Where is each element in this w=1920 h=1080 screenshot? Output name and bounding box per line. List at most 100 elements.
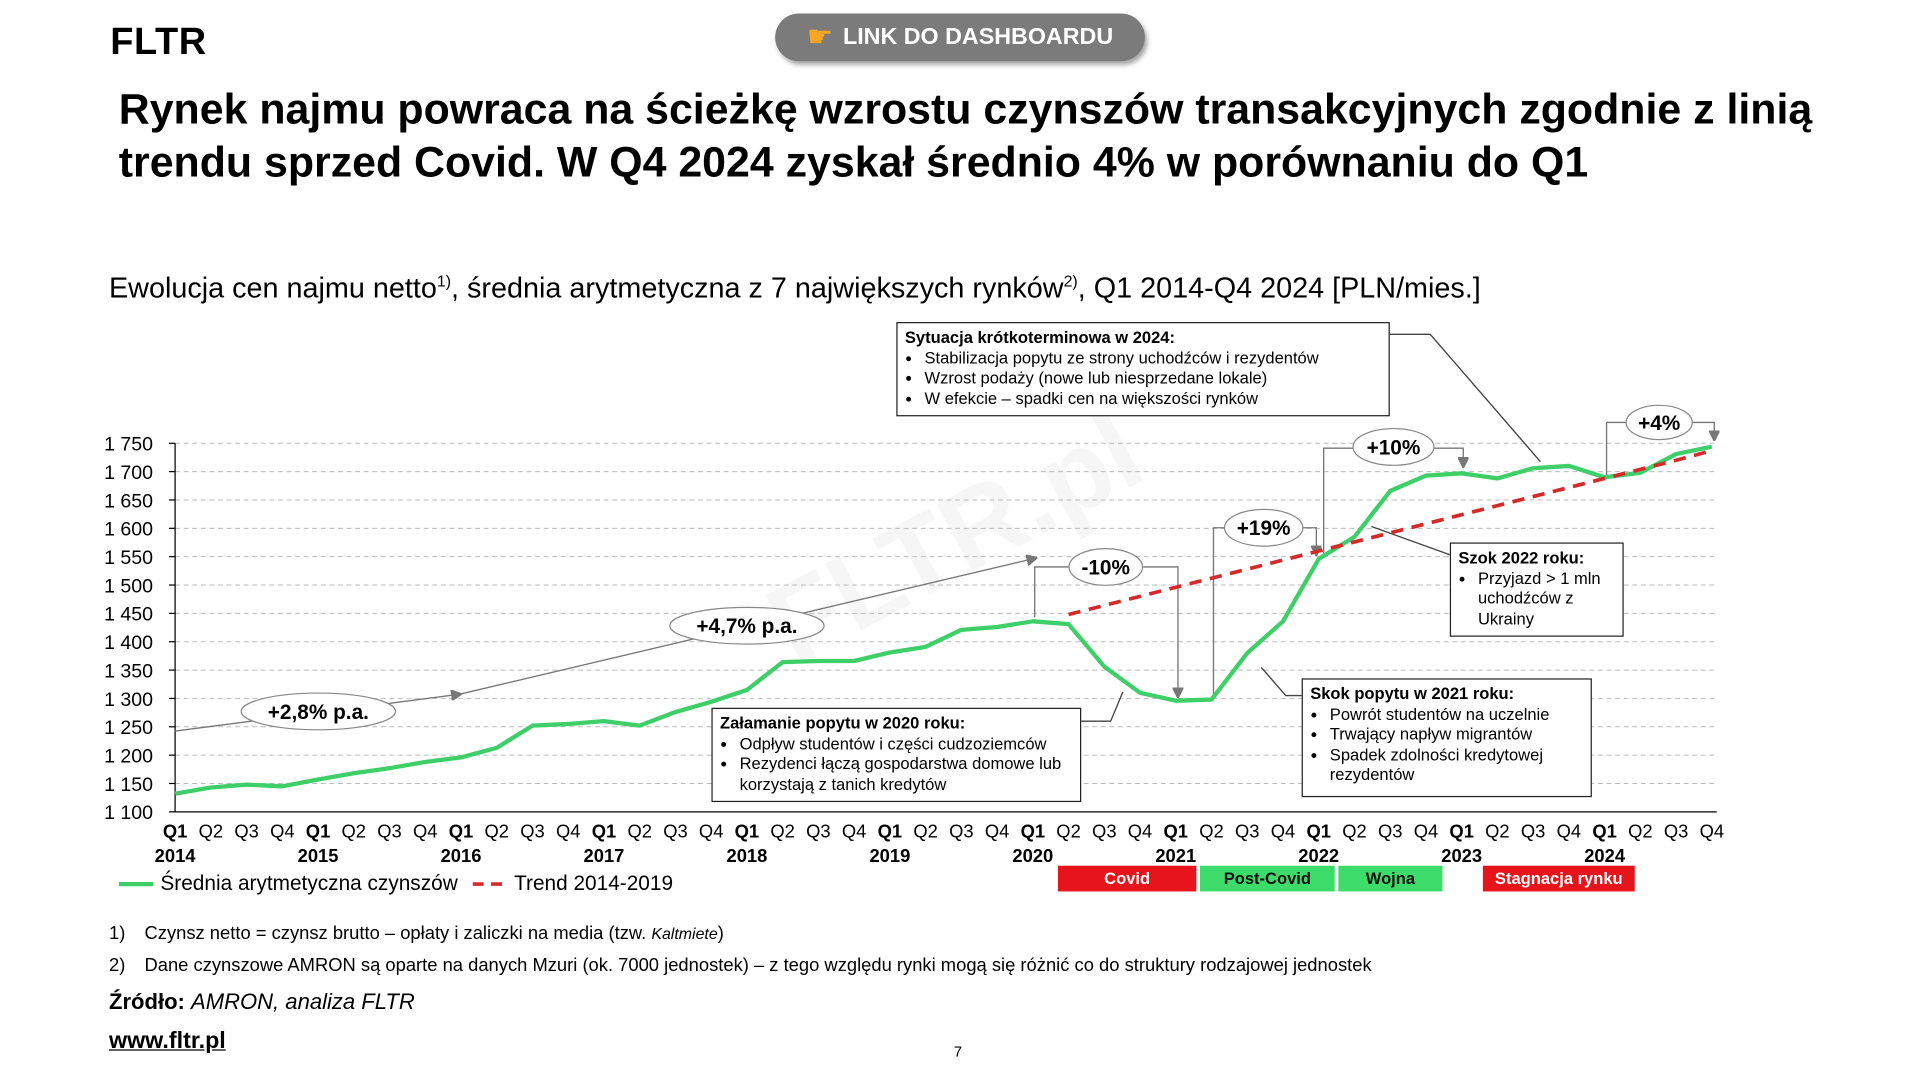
series-line-average-rent: [174, 444, 1713, 796]
x-tick-label: Q2: [1628, 821, 1653, 842]
chart-legend: Średnia arytmetyczna czynszów Trend 2014…: [118, 871, 674, 896]
callout-title: Załamanie popytu w 2020 roku:: [720, 713, 966, 733]
x-tick-label: Q3: [1378, 821, 1403, 842]
website-link[interactable]: www.fltr.pl: [108, 1028, 226, 1055]
page-title: Rynek najmu powraca na ścieżkę wzrostu c…: [118, 85, 1813, 187]
annotation-postcovid-rise: +19%: [1237, 517, 1291, 540]
y-tick-label: 1 150: [104, 774, 153, 796]
callout-item: W efekcie – spadki cen na większości ryn…: [924, 389, 1381, 409]
callout-item: Powrót studentów na uczelnie: [1330, 705, 1583, 725]
phase-stagnation: Stagnacja rynku: [1482, 865, 1635, 892]
x-year-label: 2024: [1584, 845, 1626, 866]
x-tick-label: Q4: [1271, 821, 1296, 842]
subtitle-text: , Q1 2014-Q4 2024 [PLN/mies.]: [1077, 271, 1481, 304]
x-tick-label: Q4: [270, 821, 294, 842]
legend-series1: Średnia arytmetyczna czynszów: [160, 871, 458, 896]
x-tick-label: Q3: [234, 821, 258, 842]
callout-short-term: Sytuacja krótkoterminowa w 2024: Stabili…: [896, 322, 1390, 417]
bracket-war: [1323, 447, 1354, 554]
x-tick-label: Q4: [413, 821, 438, 842]
x-tick-label: Q3: [377, 821, 402, 842]
footnote-2: 2) Dane czynszowe AMRON są oparte na dany…: [109, 955, 1372, 976]
x-tick-label: Q2: [1342, 821, 1367, 842]
y-tick-label: 1 500: [104, 575, 153, 597]
x-tick-label: Q3: [1521, 821, 1546, 842]
x-year-label: 2020: [1012, 845, 1053, 866]
label-bubble: [1625, 404, 1693, 441]
x-year-label: 2023: [1441, 845, 1482, 866]
x-tick-label: Q2: [1056, 821, 1081, 842]
legend-series2: Trend 2014-2019: [514, 871, 674, 896]
footnote-1: 1) Czynsz netto = czynsz brutto – opłaty …: [109, 923, 724, 944]
y-tick-label: 1 350: [104, 660, 153, 682]
y-tick-label: 1 450: [104, 604, 153, 626]
footnote-number: 2): [108, 955, 126, 976]
x-year-label: 2022: [1298, 845, 1339, 866]
callout-item: Rezydenci łączą gospodarstwa domowe lub …: [740, 754, 1073, 794]
bracket-2024: [1605, 421, 1627, 476]
pointing-hand-icon: ☛: [806, 20, 834, 54]
source-text: AMRON, analiza FLTR: [191, 989, 415, 1014]
x-tick-label: Q3: [520, 821, 545, 842]
x-year-label: 2019: [869, 845, 910, 866]
x-tick-label: Q2: [1485, 821, 1510, 842]
x-tick-label: Q1: [1306, 821, 1331, 842]
x-tick-label: Q1: [1449, 821, 1474, 842]
footnote-ref: 2): [1063, 272, 1078, 291]
phase-war: Wojna: [1338, 865, 1443, 892]
bracket-war: [1433, 447, 1463, 465]
footnote-text: Dane czynszowe AMRON są oparte na danych…: [144, 955, 1372, 976]
x-tick-label: Q2: [342, 821, 367, 842]
x-tick-label: Q3: [806, 821, 831, 842]
source-line: Źródło: AMRON, analiza FLTR: [109, 989, 415, 1015]
legend-solid-line-icon: [118, 881, 154, 887]
leader-collapse-2020: [1080, 691, 1124, 722]
x-tick-label: Q1: [163, 821, 188, 842]
callout-shock-2022: Szok 2022 roku: Przyjazd > 1 mln uchodźc…: [1449, 542, 1624, 637]
y-tick-label: 1 700: [104, 462, 153, 484]
phase-post-covid: Post-Covid: [1200, 865, 1335, 892]
annotation-covid-drop: -10%: [1081, 556, 1130, 579]
x-tick-label: Q3: [1235, 821, 1260, 842]
bracket-2024: [1692, 421, 1714, 438]
x-year-label: 2018: [726, 845, 767, 866]
footnote-ref: 1): [436, 272, 452, 291]
x-year-label: 2014: [155, 845, 197, 866]
x-tick-label: Q2: [627, 821, 652, 842]
x-tick-label: Q4: [1414, 821, 1439, 842]
x-year-label: 2016: [441, 845, 482, 866]
callout-item: Odpływ studentów i części cudzoziemców: [740, 734, 1073, 754]
x-tick-label: Q4: [1557, 821, 1582, 842]
x-tick-label: Q2: [484, 821, 509, 842]
callout-title: Szok 2022 roku:: [1458, 548, 1585, 567]
x-tick-label: Q4: [985, 821, 1010, 842]
callout-title: Skok popytu w 2021 roku:: [1310, 684, 1515, 703]
callout-title: Sytuacja krótkoterminowa w 2024:: [904, 328, 1176, 347]
x-tick-label: Q1: [449, 821, 474, 842]
x-tick-label: Q3: [949, 821, 974, 842]
subtitle-text: Ewolucja cen najmu netto: [108, 271, 437, 304]
x-year-label: 2017: [584, 845, 625, 866]
dashboard-link-button[interactable]: ☛ LINK DO DASHBOARDU: [775, 13, 1145, 62]
page-number: 7: [953, 1043, 963, 1061]
annotation-rise-2024: +4%: [1638, 412, 1680, 435]
x-tick-label: Q3: [663, 821, 688, 842]
bracket-covid: [1034, 566, 1069, 618]
x-tick-label: Q2: [913, 821, 938, 842]
bracket-postcovid: [1302, 527, 1316, 554]
y-tick-label: 1 200: [104, 745, 153, 767]
annotation-war-rise: +10%: [1367, 436, 1421, 459]
x-tick-label: Q3: [1092, 821, 1117, 842]
leader-jump-2021: [1260, 666, 1302, 697]
y-tick-label: 1 100: [104, 802, 153, 824]
x-tick-label: Q4: [842, 821, 867, 842]
callout-item: Trwający napływ migrantów: [1330, 725, 1583, 745]
x-tick-label: Q1: [1164, 821, 1189, 842]
y-tick-label: 1 250: [104, 717, 153, 739]
x-tick-label: Q4: [1128, 821, 1153, 842]
fltr-logo: FLTR: [110, 19, 207, 63]
x-tick-label: Q4: [1700, 821, 1725, 842]
callout-jump-2021: Skok popytu w 2021 roku: Powrót studentó…: [1301, 678, 1592, 798]
x-tick-label: Q1: [735, 821, 760, 842]
